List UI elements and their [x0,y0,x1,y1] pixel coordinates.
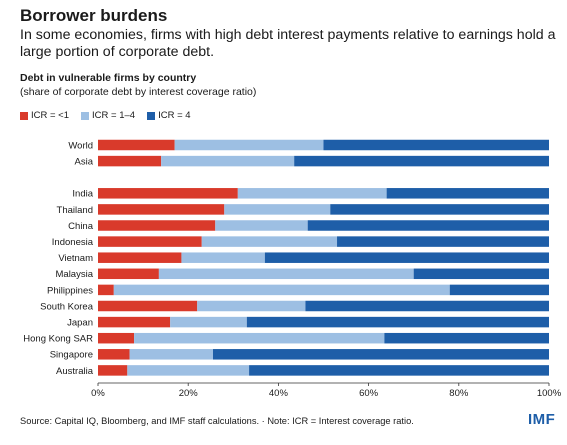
legend-label: ICR = 4 [158,110,191,121]
bar-segment [384,332,549,344]
bar-segment [98,139,175,151]
bar-segment [98,252,182,263]
category-label: India [72,189,93,200]
bar-segment [174,139,324,151]
bar-segment [98,155,162,167]
category-label: Indonesia [52,237,94,248]
bar-segment [307,220,549,231]
category-label: Australia [56,366,94,377]
chart-subtitle: (share of corporate debt by interest cov… [20,86,257,98]
legend-item-icr-1-4: ICR = 1–4 [81,110,135,121]
legend-swatch [81,111,90,120]
bar-segment [98,349,130,360]
bar-segment [98,300,198,312]
bar-segment [98,220,216,231]
bar-segment [224,204,331,215]
bar-segment [98,188,238,199]
bar-segment [129,349,214,360]
x-tick-label: 80% [449,388,469,399]
category-label: Asia [75,157,94,168]
bar-segment [161,155,295,167]
bar-segment [305,300,549,312]
bar-segment [98,204,225,215]
bar-segment [98,332,135,344]
bar-segment [237,188,387,199]
category-label: Vietnam [58,253,93,264]
bar-segment [246,316,549,328]
bar-segment [181,252,265,263]
bar-segment [197,300,306,312]
bar-segment [449,284,549,296]
bar-segment [330,204,549,215]
x-tick-label: 0% [91,388,105,399]
bar-segment [98,268,159,280]
bar-segment [294,155,549,167]
bar-segment [215,220,308,231]
bar-segment [323,139,549,151]
bar-segment [337,236,549,247]
bar-segment [98,236,202,247]
legend-swatch [20,111,28,120]
legend-item-icr-below-1: ICR = <1 [20,110,69,121]
x-tick-label: 20% [179,388,199,399]
bar-segment [201,236,338,247]
bar-segment [113,284,450,296]
category-label: World [68,140,93,151]
chart-title: Debt in vulnerable firms by country [20,72,197,84]
footer-source-note: Source: Capital IQ, Bloomberg, and IMF s… [20,416,414,426]
chart-legend: ICR = <1 ICR = 1–4 ICR = 4 [20,110,203,121]
bar-segment [134,332,385,344]
category-label: Philippines [47,285,93,296]
page-title: Borrower burdens [20,6,168,25]
bar-segment [98,365,128,376]
x-tick-label: 100% [537,388,562,399]
bar-segment [98,316,171,328]
x-tick-label: 40% [269,388,289,399]
bar-segment [170,316,247,328]
bar-segment [249,365,549,376]
page-subtitle: In some economies, firms with high debt … [20,27,556,60]
category-label: Thailand [57,205,93,216]
category-label: Singapore [50,350,93,361]
bar-segment [386,188,549,199]
category-label: Japan [67,318,93,329]
category-label: China [68,221,94,232]
bar-segment [98,284,114,296]
category-label: Malaysia [56,269,94,280]
category-label: South Korea [40,301,94,312]
category-label: Hong Kong SAR [23,334,93,345]
x-tick-label: 60% [359,388,379,399]
imf-logo: IMF [528,411,556,428]
bar-segment [413,268,549,280]
legend-label: ICR = <1 [31,110,70,121]
legend-item-icr-4: ICR = 4 [147,110,191,121]
bar-segment [127,365,250,376]
legend-swatch [147,111,156,120]
bar-segment [213,349,549,360]
bar-segment [158,268,414,280]
bar-segment [264,252,549,263]
legend-label: ICR = 1–4 [92,110,136,121]
